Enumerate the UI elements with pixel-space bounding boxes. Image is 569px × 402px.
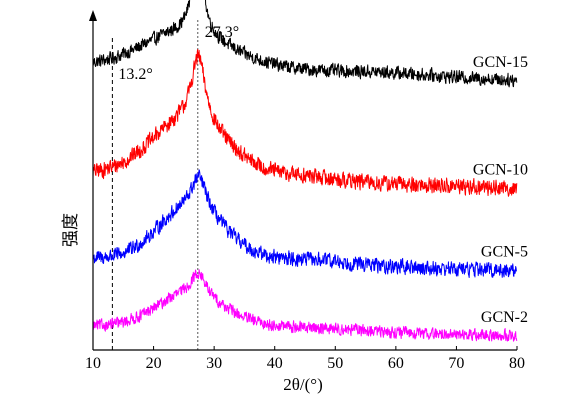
x-tick-label-20: 20 <box>146 355 162 372</box>
y-axis-arrow <box>89 10 97 21</box>
reference-lines: 13.2°27.3° <box>111 18 239 350</box>
reference-label-13.2: 13.2° <box>118 66 152 83</box>
series-line-GCN-5 <box>92 169 517 278</box>
series-line-GCN-10 <box>92 49 518 197</box>
series-line-GCN-2 <box>92 269 518 342</box>
x-tick-label-80: 80 <box>509 355 525 372</box>
x-tick-label-30: 30 <box>206 355 222 372</box>
x-tick-label-60: 60 <box>388 355 404 372</box>
series-label-GCN-2: GCN-2 <box>481 309 528 326</box>
series-label-GCN-5: GCN-5 <box>481 244 528 261</box>
x-tick-label-40: 40 <box>267 355 283 372</box>
series-label-GCN-10: GCN-10 <box>473 162 528 179</box>
x-tick-label-10: 10 <box>85 355 101 372</box>
series-line-GCN-15 <box>92 0 518 88</box>
series-label-GCN-15: GCN-15 <box>473 54 528 71</box>
axes: 10 20 30 40 50 60 70 80 <box>85 10 525 372</box>
x-tick-label-70: 70 <box>448 355 464 372</box>
x-tick-label-50: 50 <box>327 355 343 372</box>
y-axis-label: 强度 <box>61 213 80 247</box>
labels: 2θ/(°) 强度 <box>61 213 323 394</box>
x-axis-label: 2θ/(°) <box>283 375 323 394</box>
series-layer: GCN-15 GCN-10 GCN-5 GCN-2 <box>92 0 528 342</box>
